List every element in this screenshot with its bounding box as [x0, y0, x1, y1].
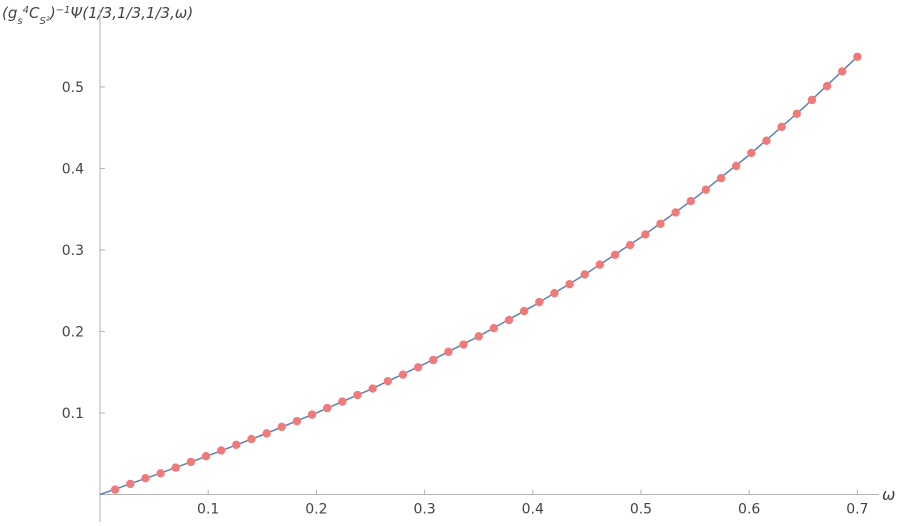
data-point [807, 95, 817, 105]
y-tick-label: 0.3 [62, 243, 84, 259]
y-tick-label: 0.2 [62, 324, 84, 340]
data-point [156, 469, 165, 478]
y-axis-label-part: C [29, 4, 40, 22]
data-point [610, 250, 620, 260]
data-point [731, 161, 741, 171]
data-point [792, 109, 801, 119]
data-point [201, 451, 211, 461]
data-point [459, 340, 468, 349]
y-axis-label-part: Ψ(1/3,1/3,1/3,ω) [70, 4, 193, 22]
data-point [777, 122, 786, 132]
data-point [413, 363, 423, 372]
y-axis-label: (gs4CS²)−1Ψ(1/3,1/3,1/3,ω) [2, 4, 193, 27]
x-tick-label: 0.4 [522, 502, 544, 518]
x-axis-label: ω [882, 485, 895, 504]
data-point [429, 355, 438, 365]
data-point [595, 260, 605, 269]
data-point [535, 297, 544, 307]
data-point [822, 81, 832, 91]
data-point [277, 422, 286, 432]
data-point [489, 324, 499, 333]
data-point [504, 315, 514, 325]
x-tick-label: 0.2 [305, 502, 327, 518]
data-point [110, 485, 120, 494]
data-point [126, 479, 135, 489]
x-tick-label: 0.5 [630, 502, 652, 518]
data-point [444, 347, 453, 357]
data-point [641, 230, 650, 239]
data-point [580, 270, 589, 279]
data-point [353, 390, 362, 400]
x-tick-label: 0.3 [413, 502, 435, 518]
y-axis-label-part: 4 [23, 5, 29, 16]
data-point [747, 148, 756, 158]
y-axis-label-part: S² [39, 16, 49, 27]
data-point [686, 196, 695, 206]
data-point [656, 219, 665, 229]
data-point [141, 473, 150, 483]
data-point [232, 440, 241, 449]
data-point [474, 332, 483, 341]
data-point [368, 384, 377, 393]
data-point [398, 370, 408, 379]
data-point [262, 429, 271, 438]
y-tick-label: 0.1 [62, 406, 84, 422]
data-point [216, 446, 226, 455]
data-point [519, 306, 529, 316]
y-axis-label-part: −1 [56, 5, 71, 16]
y-axis-label-part: (g [2, 4, 17, 22]
y-axis-label-part: s [17, 16, 22, 27]
data-point [701, 185, 711, 194]
curve [99, 56, 858, 496]
data-point [838, 67, 847, 76]
x-tick-label: 0.1 [197, 502, 219, 518]
data-point [247, 434, 256, 444]
data-point [292, 416, 302, 426]
y-axis-label-part: ) [49, 4, 56, 22]
data-point [762, 136, 771, 145]
data-point [716, 174, 726, 183]
data-point [671, 208, 680, 217]
data-point [565, 279, 574, 289]
data-point [383, 376, 392, 386]
data-point [625, 240, 635, 250]
x-tick-label: 0.7 [846, 502, 868, 518]
data-point [323, 403, 332, 413]
data-point [853, 52, 862, 61]
data-point [171, 463, 180, 472]
y-tick-label: 0.4 [62, 161, 84, 177]
data-point [338, 397, 347, 406]
y-tick-label: 0.5 [62, 80, 84, 96]
data-point [186, 457, 196, 467]
data-point [550, 288, 559, 298]
x-tick-label: 0.6 [738, 502, 760, 518]
data-point [307, 410, 317, 419]
